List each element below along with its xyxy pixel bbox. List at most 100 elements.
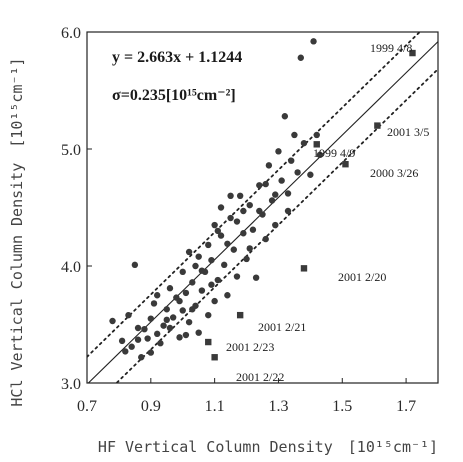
data-point xyxy=(125,311,132,319)
data-point xyxy=(169,314,177,321)
data-point xyxy=(227,192,234,199)
data-point xyxy=(182,331,190,339)
data-point xyxy=(256,207,263,215)
data-point xyxy=(224,240,231,247)
data-point xyxy=(134,336,142,343)
y-tick-label: 6.0 xyxy=(61,25,81,42)
data-point xyxy=(185,248,193,256)
data-point xyxy=(281,113,289,120)
data-point xyxy=(284,207,292,215)
data-point xyxy=(166,285,174,292)
data-point xyxy=(240,230,247,237)
data-point xyxy=(211,221,218,229)
x-tick-label: 1.7 xyxy=(396,398,416,415)
data-point xyxy=(300,139,308,147)
data-point xyxy=(221,261,228,269)
x-tick-label: 0.7 xyxy=(77,398,97,415)
data-point xyxy=(246,201,253,209)
y-tick-label: 4.0 xyxy=(61,259,81,276)
data-point xyxy=(278,177,285,184)
data-point xyxy=(262,180,269,188)
data-point xyxy=(192,262,199,270)
data-point xyxy=(176,297,183,305)
data-point xyxy=(208,281,215,288)
x-tick-label: 1.5 xyxy=(332,398,352,415)
data-point xyxy=(316,151,324,159)
annotation-label: 2001 2/22 xyxy=(236,370,284,384)
data-point xyxy=(240,207,247,215)
data-point xyxy=(288,157,295,164)
data-point xyxy=(154,330,161,338)
annotation-label: 1999 4/8 xyxy=(370,41,412,55)
axis-ticks: 0.7 0.9 1.1 1.3 1.5 1.7 3.0 4.0 5.0 6.0 xyxy=(61,25,416,415)
fit-lower-bound-line xyxy=(115,68,438,383)
data-point xyxy=(109,317,116,325)
data-point xyxy=(122,348,129,355)
data-point xyxy=(224,292,231,299)
fit-sigma: σ=0.235[10¹⁵cm⁻²] xyxy=(112,87,236,104)
data-point xyxy=(272,191,279,198)
annotation-label: 2001 3/5 xyxy=(387,125,429,139)
svg-text:HCl Vertical Column Density: HCl Vertical Column Density [10¹⁵cm⁻¹] xyxy=(8,57,26,406)
data-point xyxy=(150,300,158,307)
annotated-point xyxy=(374,122,381,129)
data-point xyxy=(313,131,320,139)
data-point xyxy=(291,131,298,139)
data-point xyxy=(217,232,225,239)
data-point xyxy=(163,316,170,324)
data-point xyxy=(227,214,234,222)
data-point xyxy=(265,162,273,169)
y-axis-title: HCl Vertical Column Density [10¹⁵cm⁻¹] xyxy=(8,57,26,406)
data-point xyxy=(118,337,126,345)
data-point xyxy=(249,226,257,233)
data-point xyxy=(144,335,151,342)
data-point xyxy=(252,274,260,281)
annotation-label: 2001 2/21 xyxy=(258,320,306,334)
data-point xyxy=(208,256,215,264)
data-point xyxy=(214,276,222,284)
data-point xyxy=(189,279,196,286)
annotated-point xyxy=(236,311,244,319)
y-axis-unit: [10¹⁵cm⁻¹] xyxy=(8,57,26,147)
data-point xyxy=(179,268,186,276)
x-tick-label: 1.3 xyxy=(268,398,288,415)
x-tick-label: 0.9 xyxy=(141,398,161,415)
data-point xyxy=(205,311,212,319)
data-point xyxy=(147,349,155,356)
data-point xyxy=(214,227,222,235)
data-point xyxy=(154,292,161,299)
data-point xyxy=(230,246,237,253)
plot-frame xyxy=(86,31,439,384)
point-annotations: 1999 4/8 2001 3/5 1999 4/9 2000 3/26 2001 2/… xyxy=(205,41,429,384)
annotated-point xyxy=(211,354,218,361)
data-point xyxy=(294,169,301,176)
annotated-point xyxy=(205,338,212,346)
data-point xyxy=(198,267,206,274)
data-point xyxy=(268,197,276,204)
fit-equation: y = 2.663x + 1.1244 xyxy=(112,49,242,66)
data-point xyxy=(297,54,304,61)
data-point xyxy=(217,204,225,211)
data-point xyxy=(275,148,282,155)
data-point xyxy=(211,297,218,305)
data-point xyxy=(163,306,170,313)
data-point xyxy=(160,322,167,329)
x-tick-label: 1.1 xyxy=(205,398,225,415)
y-tick-label: 5.0 xyxy=(61,142,81,159)
data-point xyxy=(189,306,196,313)
data-point xyxy=(134,324,142,332)
data-point xyxy=(176,334,183,341)
x-axis-unit: [10¹⁵cm⁻¹] xyxy=(348,438,438,456)
x-axis-label: HF Vertical Column Density xyxy=(98,438,333,456)
data-point xyxy=(233,218,241,225)
y-tick-label: 3.0 xyxy=(61,376,81,393)
data-point xyxy=(128,343,135,350)
annotated-point xyxy=(342,161,349,168)
data-point xyxy=(262,235,269,243)
data-point xyxy=(310,38,317,45)
data-point xyxy=(233,273,241,280)
data-point xyxy=(272,221,279,229)
data-point xyxy=(236,192,244,199)
data-point xyxy=(147,315,155,322)
annotation-label: 2001 2/20 xyxy=(338,270,386,284)
